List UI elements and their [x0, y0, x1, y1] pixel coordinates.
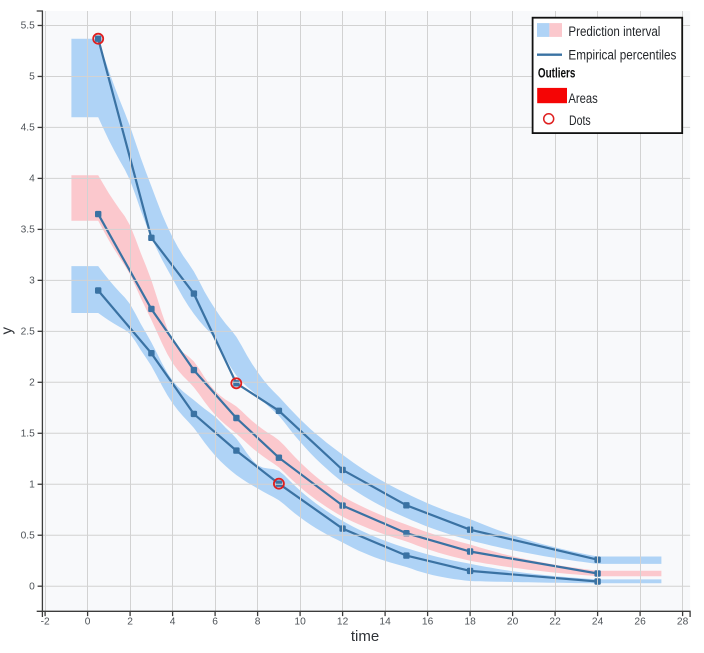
svg-text:Areas: Areas: [568, 91, 598, 106]
svg-text:26: 26: [634, 616, 646, 627]
svg-text:2: 2: [127, 616, 133, 627]
svg-text:Outliers: Outliers: [538, 65, 576, 80]
svg-text:Prediction interval: Prediction interval: [568, 24, 660, 39]
svg-text:8: 8: [255, 616, 261, 627]
svg-text:20: 20: [507, 616, 519, 627]
svg-text:3.5: 3.5: [21, 224, 35, 235]
svg-text:time: time: [351, 628, 379, 645]
svg-text:2: 2: [29, 377, 35, 388]
svg-text:28: 28: [677, 616, 689, 627]
svg-text:3: 3: [29, 275, 35, 286]
svg-text:-2: -2: [41, 616, 50, 627]
svg-text:18: 18: [464, 616, 476, 627]
svg-text:1.5: 1.5: [21, 428, 35, 439]
svg-text:12: 12: [337, 616, 349, 627]
svg-text:0.5: 0.5: [21, 530, 35, 541]
svg-text:5: 5: [29, 72, 35, 83]
svg-text:6: 6: [212, 616, 218, 627]
svg-text:2.5: 2.5: [21, 326, 35, 337]
svg-text:4: 4: [170, 616, 176, 627]
svg-text:Dots: Dots: [569, 113, 591, 128]
svg-text:0: 0: [29, 581, 35, 592]
svg-text:1: 1: [29, 479, 35, 490]
svg-text:Empirical percentiles: Empirical percentiles: [568, 48, 676, 63]
svg-text:10: 10: [294, 616, 306, 627]
svg-text:0: 0: [85, 616, 91, 627]
svg-text:14: 14: [379, 616, 391, 627]
svg-text:16: 16: [422, 616, 434, 627]
svg-text:22: 22: [549, 616, 561, 627]
svg-text:5.5: 5.5: [21, 21, 35, 32]
svg-text:24: 24: [592, 616, 604, 627]
svg-text:4.5: 4.5: [21, 123, 35, 134]
svg-text:y: y: [0, 326, 15, 334]
svg-text:4: 4: [29, 174, 35, 185]
